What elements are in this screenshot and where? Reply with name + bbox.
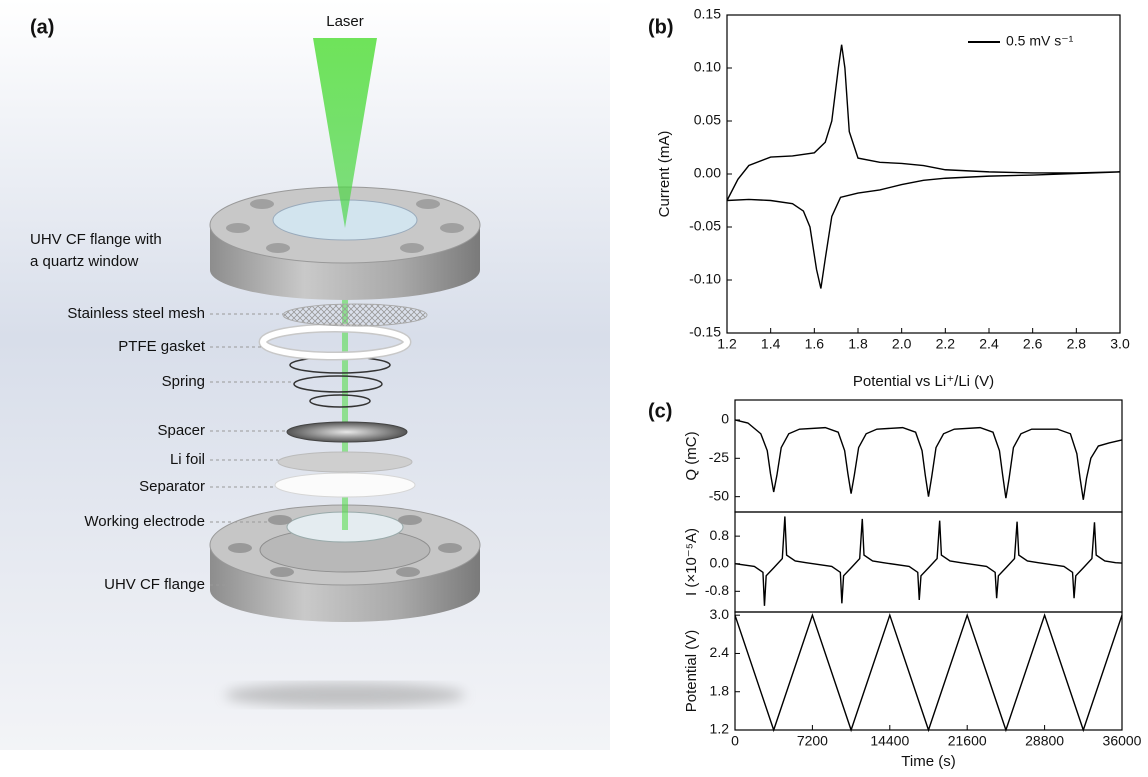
y-tick-label: 0.0 [710,554,730,570]
x-tick-label: 2.0 [892,336,912,352]
y-axis-label: Potential (V) [683,630,700,713]
y-tick-label: -0.10 [689,271,721,287]
y-axis-label: Current (mA) [656,131,673,218]
leader-lines [210,313,292,586]
background [0,0,610,750]
data-line [734,612,1123,733]
ptfe-gasket [260,325,410,359]
x-tick-label: 28800 [1025,733,1064,749]
x-tick-label: 1.4 [761,336,781,352]
y-tick-label: -0.8 [705,582,729,598]
y-tick-label: 0 [721,411,729,427]
y-axis-label: Q (mC) [683,431,700,480]
li-foil [277,451,413,473]
laser-beam [342,270,348,530]
plot-frame [726,14,1121,334]
component-label: UHV CF flange [104,576,205,593]
component-label: UHV CF flange with [30,231,162,248]
shadow [225,683,465,707]
y-tick-label: 0.05 [694,112,721,128]
y-tick-label: 0.10 [694,59,721,75]
y-tick-label: -0.15 [689,324,721,340]
y-tick-label: 1.8 [710,682,730,698]
component-label: Spring [162,373,205,390]
component-label: Separator [139,478,205,495]
mesh [282,303,428,327]
laser-label: Laser [326,13,364,30]
component-label: a quartz window [30,253,139,270]
panel-a: (a) Laser UHV CF flange with a quartz wi… [0,0,610,750]
legend-label: 0.5 mV s⁻¹ [1006,33,1074,49]
y-tick-label: 0.15 [694,6,721,22]
component-label: Working electrode [84,513,205,530]
x-tick-label: 2.4 [979,336,999,352]
x-tick-label: 2.6 [1023,336,1043,352]
x-tick-label: 2.2 [936,336,956,352]
x-tick-label: 7200 [797,733,828,749]
y-tick-label: 2.4 [710,644,730,660]
component-label: PTFE gasket [118,338,206,355]
panel-label: (a) [30,16,54,38]
y-tick-label: -25 [709,449,729,465]
laser-cone [313,38,377,228]
y-tick-label: -0.05 [689,218,721,234]
x-tick-label: 14400 [870,733,909,749]
x-tick-label: 3.0 [1110,336,1130,352]
x-tick-label: 1.8 [848,336,868,352]
x-tick-label: 21600 [948,733,987,749]
x-tick-label: 1.6 [805,336,825,352]
component-label: Stainless steel mesh [67,305,205,322]
data-line [734,419,1123,500]
x-tick-label: 36000 [1103,733,1142,749]
y-tick-label: 3.0 [710,606,730,622]
spacer [286,421,408,443]
x-axis-label: Potential vs Li⁺/Li (V) [853,373,994,390]
data-line [734,516,1123,606]
y-tick-label: 0.8 [710,527,730,543]
x-axis-label: Time (s) [901,753,955,770]
y-tick-label: -50 [709,487,729,503]
panel-label: (c) [648,400,672,422]
component-label: Li foil [170,451,205,468]
x-tick-label: 2.8 [1067,336,1087,352]
y-tick-label: 1.2 [710,721,730,737]
y-tick-label: 0.00 [694,165,721,181]
x-tick-label: 0 [731,733,739,749]
data-line [726,44,1121,289]
x-tick-label: 1.2 [717,336,737,352]
y-axis-label: I (×10⁻⁵A) [683,528,700,596]
panel-label: (b) [648,16,674,38]
plot-frame [734,511,1123,613]
separator [274,472,416,498]
bottom-flange [209,504,481,622]
plot-frame [734,611,1123,731]
component-label: Spacer [157,422,205,439]
